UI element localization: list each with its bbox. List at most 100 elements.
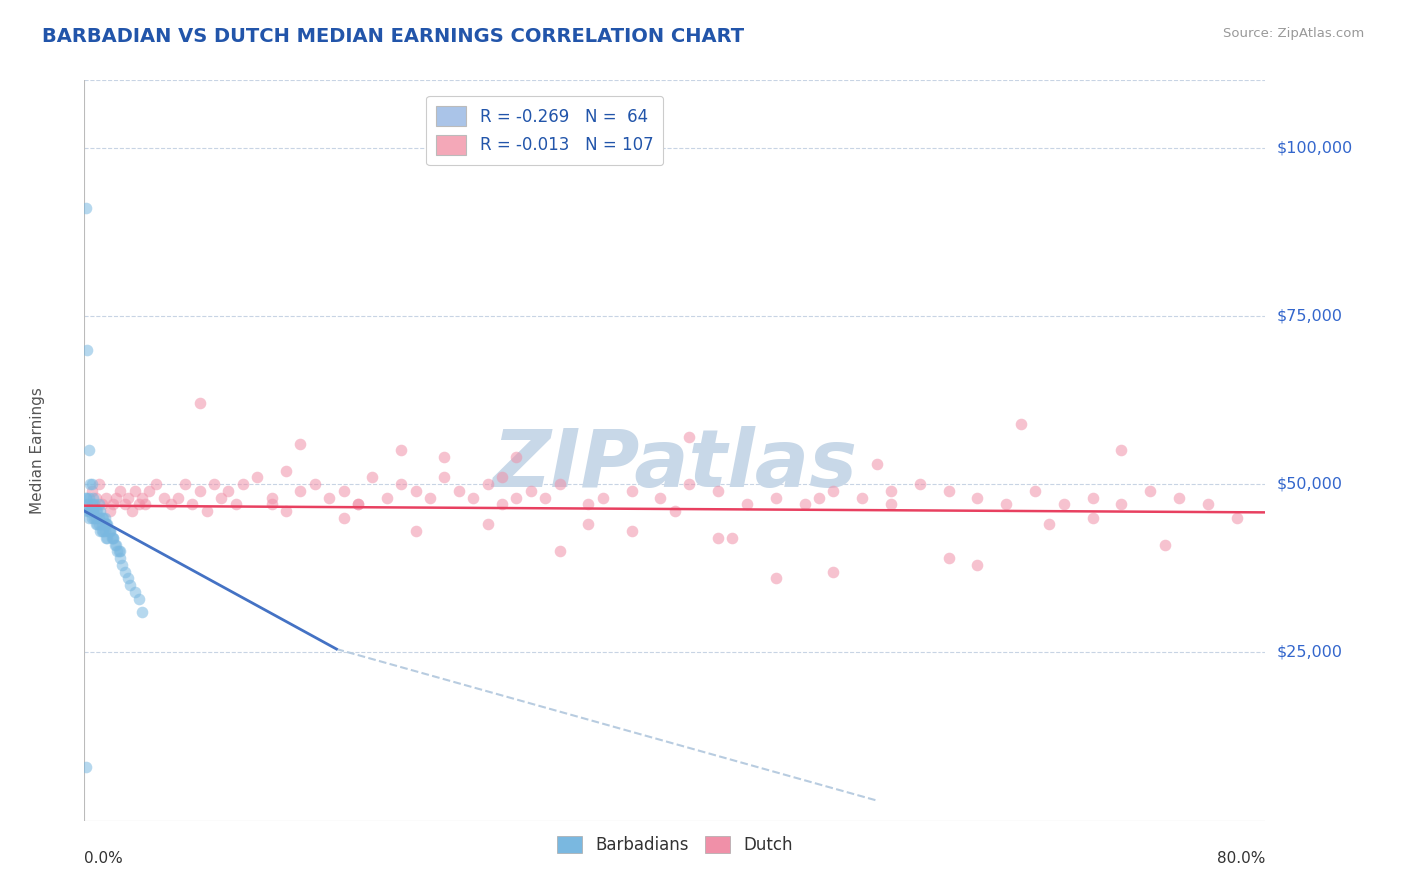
Point — [98, 524, 121, 539]
Point — [505, 491, 527, 505]
Point — [880, 483, 903, 498]
Point — [84, 510, 107, 524]
Point — [938, 551, 960, 566]
Point — [114, 565, 136, 579]
Point — [159, 497, 181, 511]
Point — [128, 497, 150, 511]
Point — [167, 491, 190, 505]
Point — [908, 477, 931, 491]
Point — [110, 483, 132, 498]
Point — [174, 477, 197, 491]
Point — [433, 450, 456, 465]
Point — [138, 483, 160, 498]
Point — [84, 491, 107, 505]
Point — [232, 477, 254, 491]
Point — [707, 483, 730, 498]
Point — [707, 531, 730, 545]
Point — [318, 491, 340, 505]
Point — [225, 497, 247, 511]
Point — [79, 477, 101, 491]
Point — [1168, 491, 1191, 505]
Point — [807, 491, 830, 505]
Point — [75, 201, 97, 215]
Point — [966, 491, 988, 505]
Text: 0.0%: 0.0% — [84, 851, 124, 866]
Point — [1024, 483, 1046, 498]
Point — [79, 504, 101, 518]
Point — [578, 497, 600, 511]
Point — [765, 571, 787, 585]
Point — [274, 504, 297, 518]
Point — [114, 497, 136, 511]
Point — [82, 504, 104, 518]
Point — [80, 497, 103, 511]
Point — [389, 443, 412, 458]
Point — [347, 497, 370, 511]
Point — [107, 544, 129, 558]
Point — [793, 497, 815, 511]
Point — [93, 510, 115, 524]
Point — [101, 497, 124, 511]
Text: 80.0%: 80.0% — [1218, 851, 1265, 866]
Point — [620, 524, 643, 539]
Point — [131, 605, 153, 619]
Point — [678, 477, 700, 491]
Point — [578, 517, 600, 532]
Text: BARBADIAN VS DUTCH MEDIAN EARNINGS CORRELATION CHART: BARBADIAN VS DUTCH MEDIAN EARNINGS CORRE… — [42, 27, 744, 45]
Point — [134, 497, 156, 511]
Point — [765, 491, 787, 505]
Point — [290, 436, 312, 450]
Point — [290, 483, 312, 498]
Point — [260, 491, 283, 505]
Point — [93, 524, 115, 539]
Point — [650, 491, 672, 505]
Point — [678, 430, 700, 444]
Point — [87, 517, 110, 532]
Point — [111, 558, 134, 572]
Text: $75,000: $75,000 — [1277, 309, 1343, 323]
Point — [76, 343, 98, 357]
Point — [217, 483, 239, 498]
Point — [375, 491, 398, 505]
Point — [91, 524, 114, 539]
Point — [477, 517, 499, 532]
Point — [188, 396, 211, 410]
Point — [202, 477, 225, 491]
Point — [75, 760, 97, 774]
Point — [90, 524, 112, 539]
Point — [823, 565, 845, 579]
Point — [274, 464, 297, 478]
Point — [84, 517, 107, 532]
Point — [721, 531, 744, 545]
Point — [77, 491, 100, 505]
Point — [117, 571, 139, 585]
Point — [120, 578, 142, 592]
Point — [94, 517, 117, 532]
Point — [1053, 497, 1076, 511]
Point — [89, 524, 111, 539]
Point — [82, 504, 104, 518]
Point — [1139, 483, 1161, 498]
Point — [1010, 417, 1032, 431]
Point — [96, 531, 118, 545]
Point — [865, 457, 887, 471]
Point — [520, 483, 543, 498]
Point — [181, 497, 204, 511]
Point — [405, 483, 427, 498]
Point — [209, 491, 232, 505]
Point — [90, 517, 112, 532]
Point — [80, 483, 103, 498]
Point — [1197, 497, 1219, 511]
Point — [97, 524, 120, 539]
Point — [548, 544, 571, 558]
Point — [121, 504, 143, 518]
Point — [84, 504, 107, 518]
Point — [86, 517, 108, 532]
Text: $100,000: $100,000 — [1277, 140, 1353, 155]
Point — [463, 491, 485, 505]
Point — [87, 497, 110, 511]
Point — [131, 491, 153, 505]
Point — [304, 477, 326, 491]
Point — [90, 510, 112, 524]
Point — [938, 483, 960, 498]
